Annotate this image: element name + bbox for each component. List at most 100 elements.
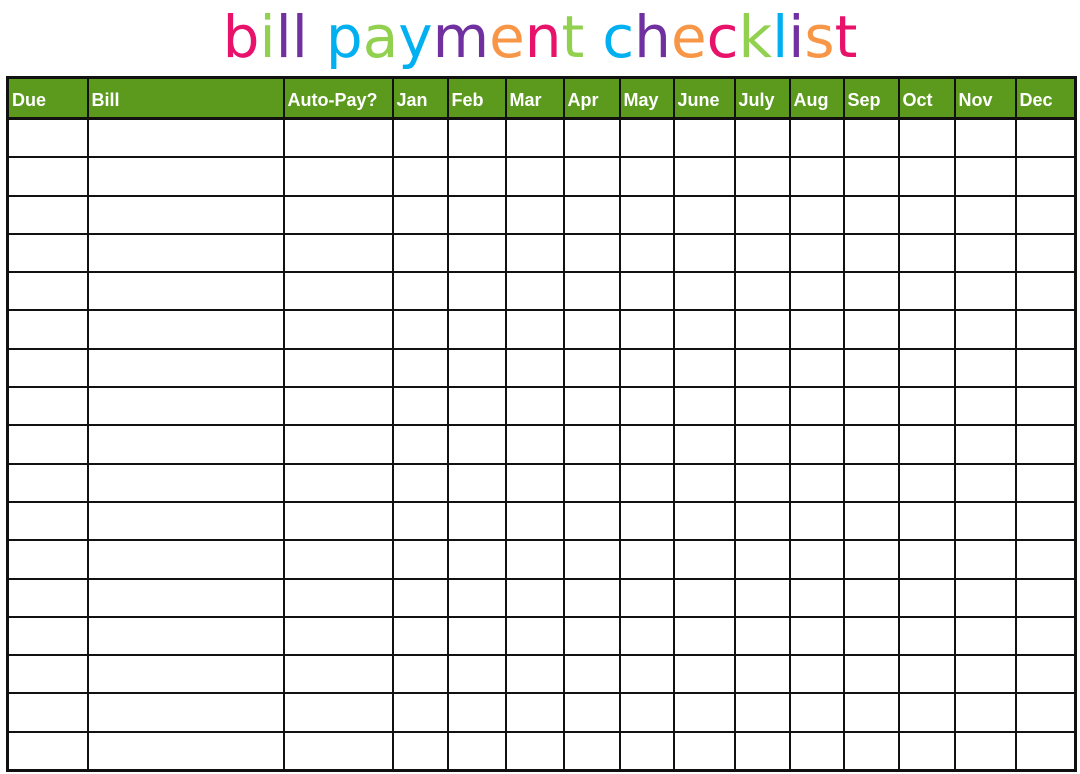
cell-mar[interactable] bbox=[504, 500, 565, 542]
cell-may[interactable] bbox=[618, 386, 675, 427]
cell-apr[interactable] bbox=[562, 347, 621, 389]
cell-autopay[interactable] bbox=[282, 117, 394, 159]
cell-nov[interactable] bbox=[953, 654, 1017, 695]
cell-autopay[interactable] bbox=[282, 500, 394, 542]
cell-jan[interactable] bbox=[391, 347, 449, 389]
cell-aug[interactable] bbox=[788, 347, 845, 389]
cell-due[interactable] bbox=[6, 730, 89, 772]
cell-due[interactable] bbox=[6, 692, 89, 733]
cell-apr[interactable] bbox=[562, 156, 621, 197]
cell-dec[interactable] bbox=[1014, 194, 1077, 235]
cell-due[interactable] bbox=[6, 309, 89, 350]
cell-apr[interactable] bbox=[562, 654, 621, 695]
cell-aug[interactable] bbox=[788, 539, 845, 580]
cell-sep[interactable] bbox=[842, 654, 900, 695]
cell-june[interactable] bbox=[672, 117, 736, 159]
cell-bill[interactable] bbox=[86, 462, 285, 503]
cell-may[interactable] bbox=[618, 424, 675, 465]
cell-autopay[interactable] bbox=[282, 347, 394, 389]
cell-sep[interactable] bbox=[842, 386, 900, 427]
cell-mar[interactable] bbox=[504, 271, 565, 312]
cell-dec[interactable] bbox=[1014, 271, 1077, 312]
cell-mar[interactable] bbox=[504, 156, 565, 197]
cell-june[interactable] bbox=[672, 194, 736, 235]
cell-due[interactable] bbox=[6, 577, 89, 618]
cell-bill[interactable] bbox=[86, 309, 285, 350]
cell-oct[interactable] bbox=[897, 654, 956, 695]
cell-due[interactable] bbox=[6, 347, 89, 389]
cell-dec[interactable] bbox=[1014, 156, 1077, 197]
cell-aug[interactable] bbox=[788, 117, 845, 159]
cell-oct[interactable] bbox=[897, 500, 956, 542]
cell-june[interactable] bbox=[672, 309, 736, 350]
cell-mar[interactable] bbox=[504, 654, 565, 695]
cell-july[interactable] bbox=[733, 462, 791, 503]
cell-nov[interactable] bbox=[953, 271, 1017, 312]
cell-autopay[interactable] bbox=[282, 615, 394, 657]
cell-feb[interactable] bbox=[446, 692, 507, 733]
cell-aug[interactable] bbox=[788, 692, 845, 733]
cell-oct[interactable] bbox=[897, 194, 956, 235]
cell-june[interactable] bbox=[672, 577, 736, 618]
cell-nov[interactable] bbox=[953, 462, 1017, 503]
cell-june[interactable] bbox=[672, 386, 736, 427]
cell-feb[interactable] bbox=[446, 424, 507, 465]
cell-aug[interactable] bbox=[788, 156, 845, 197]
cell-may[interactable] bbox=[618, 156, 675, 197]
cell-sep[interactable] bbox=[842, 347, 900, 389]
cell-apr[interactable] bbox=[562, 577, 621, 618]
cell-dec[interactable] bbox=[1014, 386, 1077, 427]
cell-sep[interactable] bbox=[842, 271, 900, 312]
cell-feb[interactable] bbox=[446, 156, 507, 197]
cell-autopay[interactable] bbox=[282, 232, 394, 274]
cell-bill[interactable] bbox=[86, 500, 285, 542]
cell-jan[interactable] bbox=[391, 730, 449, 772]
cell-jan[interactable] bbox=[391, 539, 449, 580]
cell-apr[interactable] bbox=[562, 539, 621, 580]
cell-feb[interactable] bbox=[446, 730, 507, 772]
cell-autopay[interactable] bbox=[282, 424, 394, 465]
cell-bill[interactable] bbox=[86, 654, 285, 695]
cell-jan[interactable] bbox=[391, 194, 449, 235]
cell-autopay[interactable] bbox=[282, 730, 394, 772]
cell-june[interactable] bbox=[672, 692, 736, 733]
cell-bill[interactable] bbox=[86, 271, 285, 312]
cell-may[interactable] bbox=[618, 462, 675, 503]
cell-dec[interactable] bbox=[1014, 577, 1077, 618]
cell-aug[interactable] bbox=[788, 615, 845, 657]
cell-jan[interactable] bbox=[391, 271, 449, 312]
cell-may[interactable] bbox=[618, 539, 675, 580]
cell-sep[interactable] bbox=[842, 462, 900, 503]
cell-july[interactable] bbox=[733, 424, 791, 465]
cell-dec[interactable] bbox=[1014, 500, 1077, 542]
cell-jan[interactable] bbox=[391, 615, 449, 657]
cell-may[interactable] bbox=[618, 232, 675, 274]
cell-feb[interactable] bbox=[446, 615, 507, 657]
cell-mar[interactable] bbox=[504, 386, 565, 427]
cell-july[interactable] bbox=[733, 577, 791, 618]
cell-apr[interactable] bbox=[562, 730, 621, 772]
cell-apr[interactable] bbox=[562, 309, 621, 350]
cell-due[interactable] bbox=[6, 615, 89, 657]
cell-sep[interactable] bbox=[842, 194, 900, 235]
cell-jan[interactable] bbox=[391, 386, 449, 427]
cell-nov[interactable] bbox=[953, 615, 1017, 657]
cell-aug[interactable] bbox=[788, 577, 845, 618]
cell-nov[interactable] bbox=[953, 194, 1017, 235]
cell-may[interactable] bbox=[618, 271, 675, 312]
cell-sep[interactable] bbox=[842, 615, 900, 657]
cell-apr[interactable] bbox=[562, 424, 621, 465]
cell-may[interactable] bbox=[618, 309, 675, 350]
cell-oct[interactable] bbox=[897, 539, 956, 580]
cell-due[interactable] bbox=[6, 462, 89, 503]
cell-sep[interactable] bbox=[842, 500, 900, 542]
cell-mar[interactable] bbox=[504, 462, 565, 503]
cell-apr[interactable] bbox=[562, 271, 621, 312]
cell-oct[interactable] bbox=[897, 692, 956, 733]
cell-july[interactable] bbox=[733, 271, 791, 312]
cell-dec[interactable] bbox=[1014, 232, 1077, 274]
cell-mar[interactable] bbox=[504, 539, 565, 580]
cell-feb[interactable] bbox=[446, 577, 507, 618]
cell-june[interactable] bbox=[672, 539, 736, 580]
cell-oct[interactable] bbox=[897, 615, 956, 657]
